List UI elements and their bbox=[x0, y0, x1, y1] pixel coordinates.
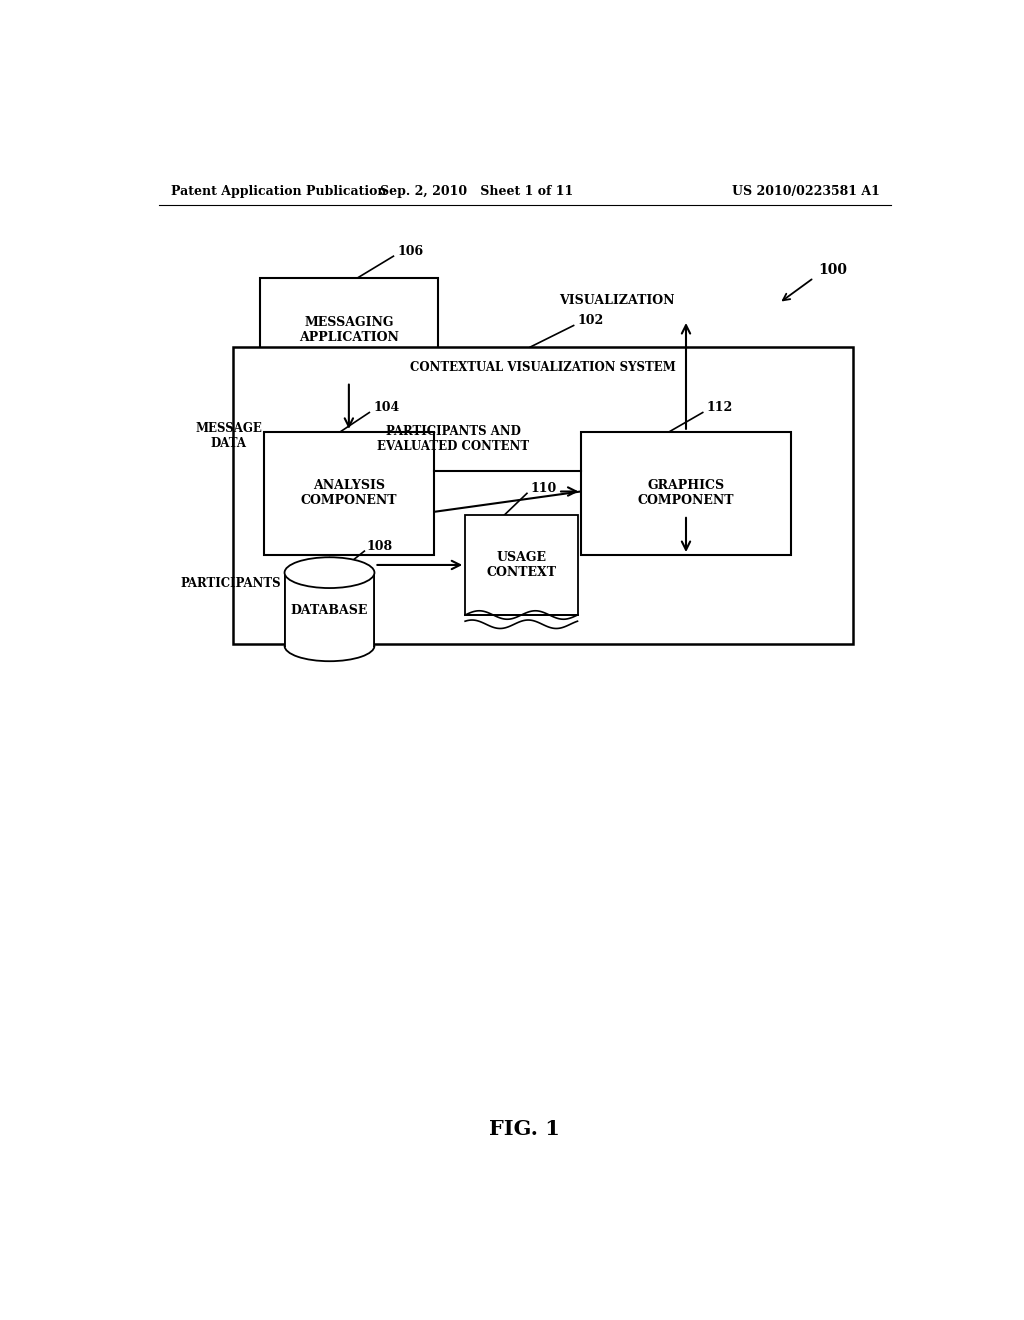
Text: Patent Application Publication: Patent Application Publication bbox=[171, 185, 386, 198]
Bar bbox=[263, 432, 434, 554]
Text: 106: 106 bbox=[397, 244, 424, 257]
Text: 112: 112 bbox=[707, 401, 733, 414]
Text: DATABASE: DATABASE bbox=[291, 605, 369, 618]
Text: FIG. 1: FIG. 1 bbox=[489, 1118, 560, 1139]
Text: VISUALIZATION: VISUALIZATION bbox=[559, 294, 675, 308]
Text: MESSAGING
APPLICATION: MESSAGING APPLICATION bbox=[299, 315, 398, 343]
Text: CONTEXTUAL VISUALIZATION SYSTEM: CONTEXTUAL VISUALIZATION SYSTEM bbox=[410, 360, 676, 374]
Text: PARTICIPANTS: PARTICIPANTS bbox=[180, 577, 281, 590]
Text: MESSAGE
DATA: MESSAGE DATA bbox=[196, 421, 262, 450]
Text: 102: 102 bbox=[578, 314, 604, 327]
FancyArrowPatch shape bbox=[783, 280, 812, 301]
Text: PARTICIPANTS AND
EVALUATED CONTENT: PARTICIPANTS AND EVALUATED CONTENT bbox=[378, 425, 529, 454]
Text: 110: 110 bbox=[530, 482, 557, 495]
Ellipse shape bbox=[285, 557, 375, 589]
Bar bbox=[232, 347, 853, 644]
Text: USAGE
CONTEXT: USAGE CONTEXT bbox=[486, 550, 556, 579]
Text: 108: 108 bbox=[367, 540, 393, 553]
Text: 100: 100 bbox=[818, 263, 847, 277]
Text: 104: 104 bbox=[373, 401, 399, 414]
Bar bbox=[260, 277, 438, 381]
Text: US 2010/0223581 A1: US 2010/0223581 A1 bbox=[732, 185, 880, 198]
Text: ANALYSIS
COMPONENT: ANALYSIS COMPONENT bbox=[301, 479, 397, 507]
Text: GRAPHICS
COMPONENT: GRAPHICS COMPONENT bbox=[638, 479, 734, 507]
Bar bbox=[285, 573, 375, 645]
Bar bbox=[466, 601, 577, 614]
Bar bbox=[465, 515, 578, 615]
Bar bbox=[582, 432, 791, 554]
Text: Sep. 2, 2010   Sheet 1 of 11: Sep. 2, 2010 Sheet 1 of 11 bbox=[380, 185, 573, 198]
